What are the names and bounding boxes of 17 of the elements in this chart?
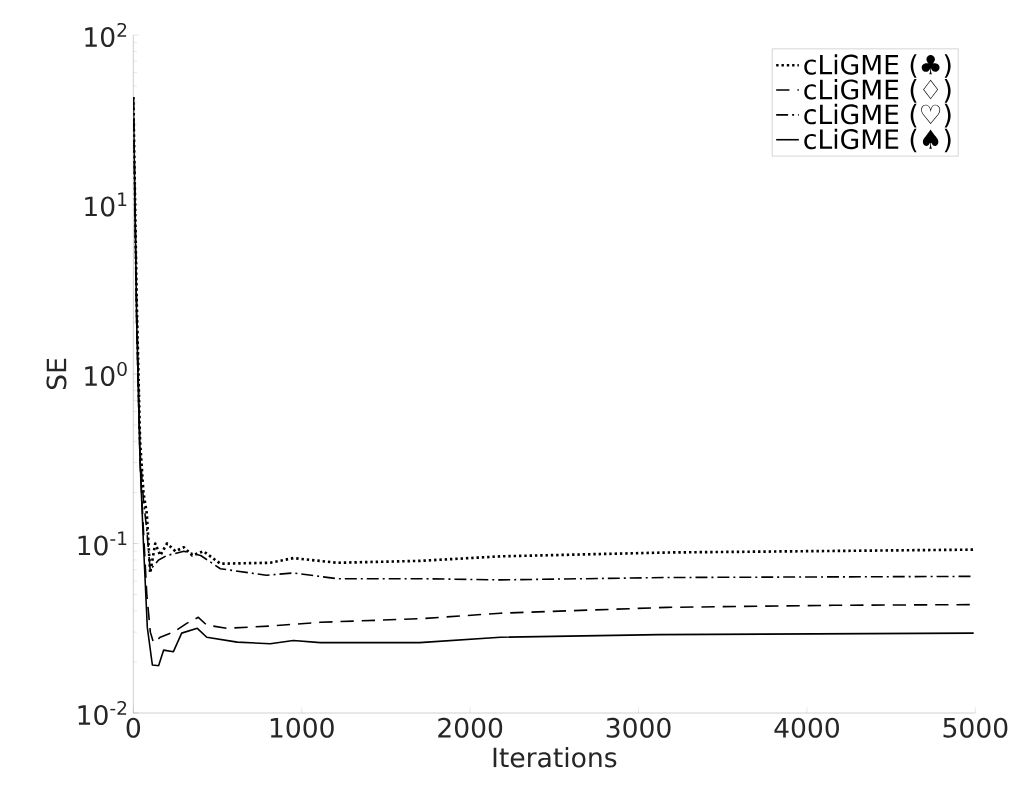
legend-label: cLiGME (♠) <box>804 128 951 153</box>
x-tick-label: 3000 <box>606 717 671 738</box>
x-tick-label: 1000 <box>270 717 334 738</box>
y-tick-label: 10$^{2}$ <box>85 22 127 48</box>
y-axis-title: SE <box>46 358 67 390</box>
y-tick-label: 10$^{0}$ <box>85 361 127 387</box>
legend-label: cLiGME (♣) <box>804 54 951 78</box>
x-axis-title: Iterations <box>493 746 617 768</box>
y-tick-label: 10$^{1}$ <box>85 192 127 217</box>
legend-label: cLiGME (♡) <box>804 103 951 128</box>
y-tick-label: 10$^{-1}$ <box>78 531 127 556</box>
y-tick-label: 10$^{-2}$ <box>78 700 127 726</box>
x-tick-label: 0 <box>126 717 141 738</box>
x-tick-label: 4000 <box>774 717 839 738</box>
x-tick-label: 2000 <box>438 717 503 738</box>
legend-label: cLiGME (♢) <box>804 78 951 103</box>
x-tick-label: 5000 <box>943 717 1008 738</box>
